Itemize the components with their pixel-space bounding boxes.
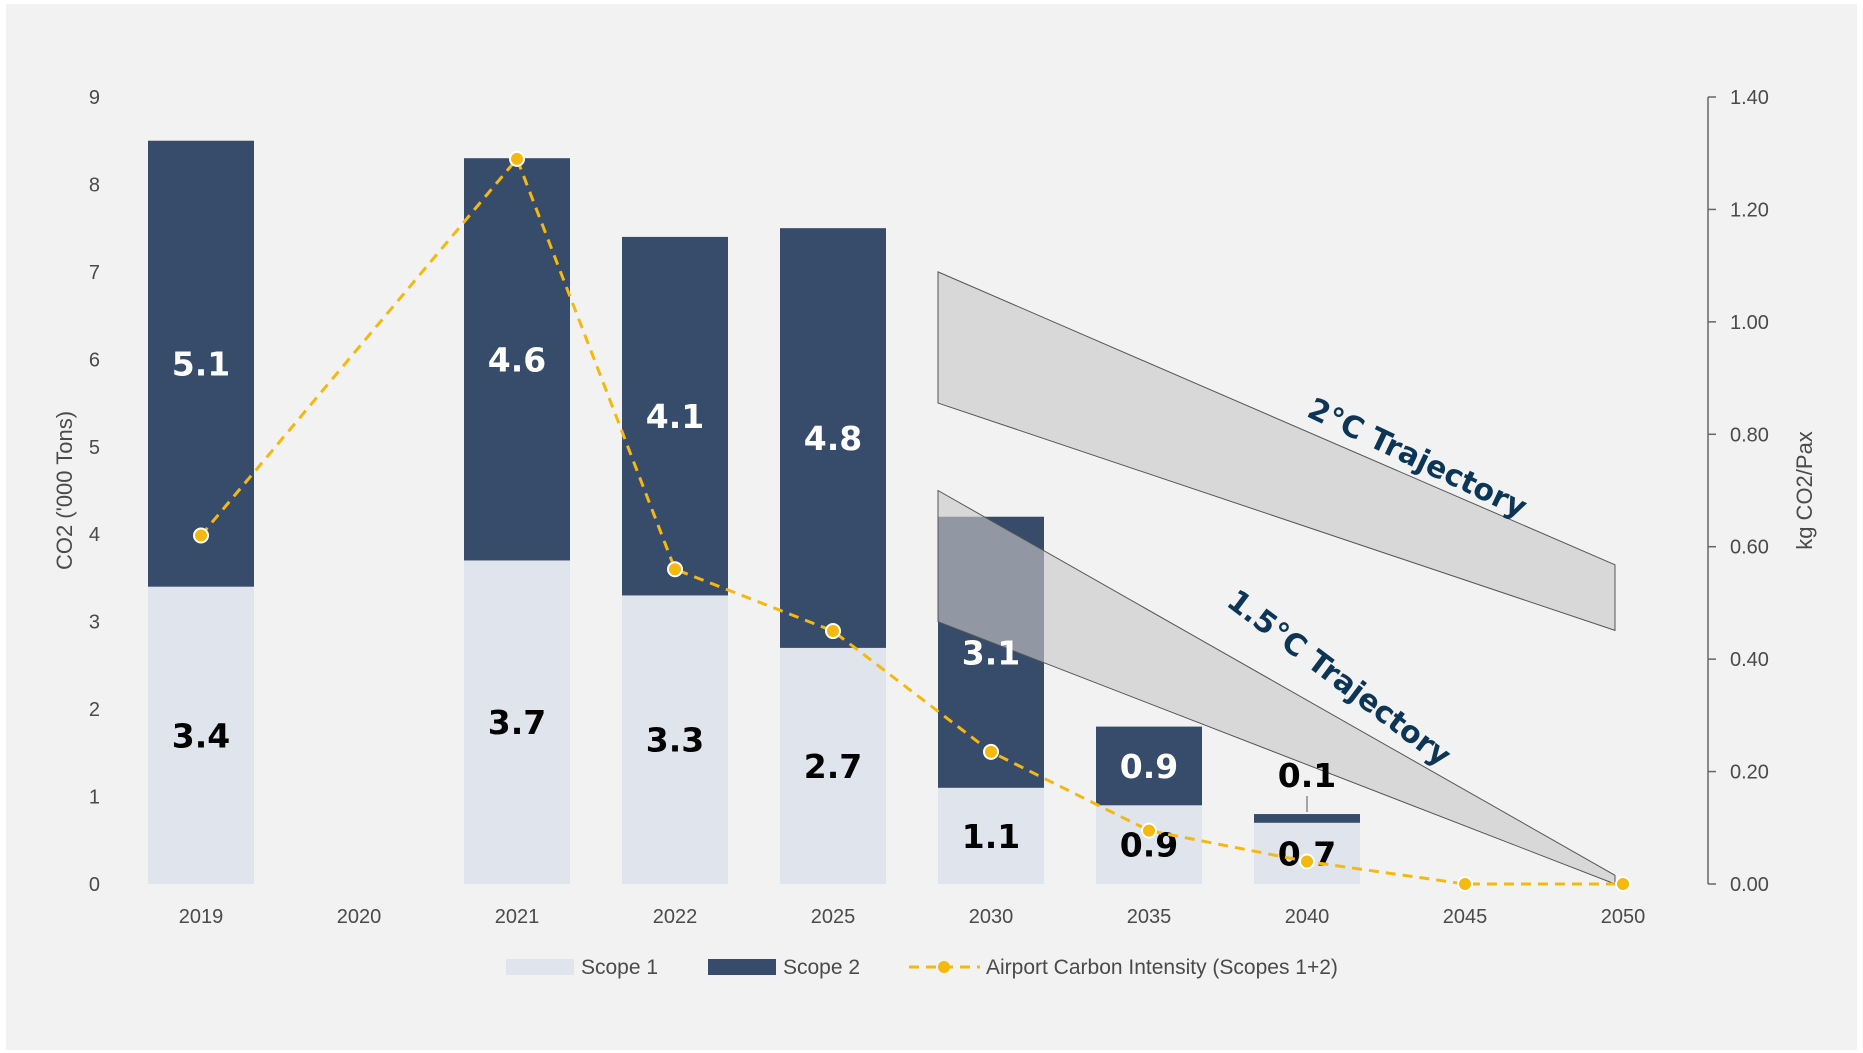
y-left-tick-label: 0: [89, 874, 100, 896]
data-label-scope2: 4.6: [488, 340, 546, 379]
x-category-label: 2020: [337, 906, 382, 928]
y-right-tick-label: 0.00: [1730, 874, 1769, 896]
legend-swatch-scope1: [506, 959, 574, 975]
bar-scope1: [780, 647, 886, 884]
y-left-axis-title: CO2 ('000 Tons): [52, 411, 77, 570]
bar-scope1: [938, 787, 1044, 884]
bar-scope2: [1096, 726, 1202, 806]
bar-scope2: [780, 228, 886, 648]
data-label-scope1: 2.7: [804, 747, 862, 786]
data-label-scope2: 5.1: [172, 345, 230, 384]
chart-frame: [6, 4, 1857, 1050]
intensity-point: [193, 527, 209, 544]
intensity-point: [1141, 822, 1157, 839]
data-label-scope1: 3.7: [488, 703, 546, 742]
intensity-point: [509, 150, 525, 167]
y-left-tick-label: 1: [89, 787, 100, 809]
intensity-point: [825, 623, 841, 640]
intensity-point: [983, 743, 999, 760]
y-right-tick-label: 1.00: [1730, 312, 1769, 334]
bar-scope1: [464, 560, 570, 884]
bar-scope2: [622, 236, 728, 596]
data-label-scope2: 0.1: [1278, 756, 1336, 795]
y-right-tick-label: 0.40: [1730, 649, 1769, 671]
x-category-label: 2050: [1601, 906, 1646, 928]
legend-label-scope1: Scope 1: [581, 956, 658, 979]
bar-scope1: [1096, 805, 1202, 884]
y-left-tick-label: 6: [89, 349, 100, 371]
intensity-point: [1457, 876, 1473, 892]
data-label-scope2: 4.1: [646, 397, 704, 436]
data-label-scope1: 3.3: [646, 721, 704, 760]
x-category-label: 2040: [1285, 906, 1330, 928]
legend-swatch-scope2: [708, 959, 776, 975]
y-left-tick-label: 8: [89, 174, 100, 196]
bar-scope1: [148, 586, 254, 884]
y-left-tick-label: 7: [89, 262, 100, 284]
x-category-label: 2045: [1443, 906, 1488, 928]
bar-scope2: [464, 158, 570, 561]
y-right-tick-label: 0.80: [1730, 424, 1769, 446]
bar-scope2: [1254, 814, 1360, 823]
y-right-tick-label: 1.40: [1730, 87, 1769, 109]
data-label-scope2: 4.8: [804, 419, 862, 458]
y-left-tick-label: 9: [89, 87, 100, 109]
trajectory-band-2c: [937, 271, 1616, 632]
bar-scope1: [622, 595, 728, 884]
x-category-label: 2021: [495, 906, 540, 928]
y-right-tick-label: 0.20: [1730, 762, 1769, 784]
bar-scope2: [148, 140, 254, 587]
y-left-tick-label: 3: [89, 612, 100, 634]
y-left-tick-label: 4: [89, 524, 100, 546]
data-label-scope1: 3.4: [172, 716, 230, 755]
data-label-scope2: 3.1: [962, 633, 1020, 672]
x-category-label: 2035: [1127, 906, 1172, 928]
intensity-point: [1615, 876, 1631, 892]
y-left-tick-label: 2: [89, 699, 100, 721]
x-category-label: 2022: [653, 906, 698, 928]
x-category-label: 2030: [969, 906, 1014, 928]
y-right-axis-title: kg CO2/Pax: [1792, 431, 1817, 550]
x-category-label: 2025: [811, 906, 856, 928]
intensity-point: [1299, 853, 1315, 870]
y-left-tick-label: 5: [89, 437, 100, 459]
x-category-label: 2019: [179, 906, 224, 928]
y-right-tick-label: 0.60: [1730, 537, 1769, 559]
intensity-point: [667, 561, 683, 578]
legend-label-scope2: Scope 2: [783, 956, 860, 979]
y-right-tick-label: 1.20: [1730, 199, 1769, 221]
data-label-scope1: 1.1: [962, 817, 1020, 856]
data-label-scope2: 0.9: [1120, 747, 1178, 786]
legend-label-intensity: Airport Carbon Intensity (Scopes 1+2): [986, 956, 1338, 979]
legend-marker-intensity: [938, 961, 950, 973]
